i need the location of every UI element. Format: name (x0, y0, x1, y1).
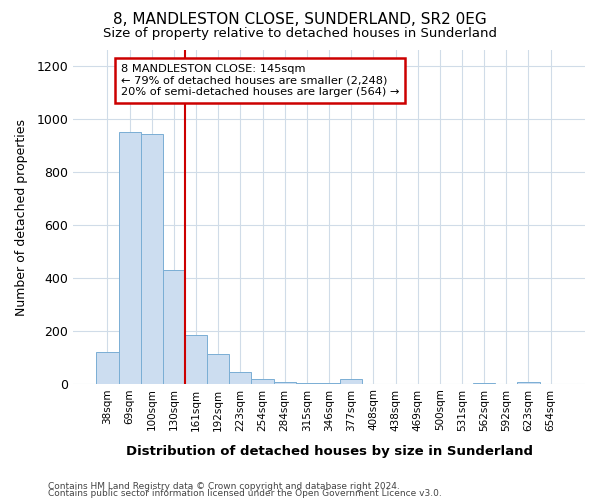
Bar (517, 382, 539, 384)
Text: Size of property relative to detached houses in Sunderland: Size of property relative to detached ho… (103, 28, 497, 40)
Bar (318, 383, 340, 384)
Text: Contains HM Land Registry data © Crown copyright and database right 2024.: Contains HM Land Registry data © Crown c… (48, 482, 400, 491)
Bar (340, 379, 362, 384)
Text: Contains public sector information licensed under the Open Government Licence v3: Contains public sector information licen… (48, 490, 442, 498)
Bar (473, 383, 495, 384)
Text: 8 MANDLESTON CLOSE: 145sqm
← 79% of detached houses are smaller (2,248)
20% of s: 8 MANDLESTON CLOSE: 145sqm ← 79% of deta… (121, 64, 400, 97)
Bar (229, 372, 251, 384)
Bar (207, 354, 229, 384)
Bar (274, 382, 296, 384)
Bar (251, 379, 274, 384)
Bar (140, 134, 163, 384)
Bar (296, 383, 318, 384)
Y-axis label: Number of detached properties: Number of detached properties (15, 118, 28, 316)
Bar (97, 352, 119, 384)
Bar (185, 335, 207, 384)
Bar (163, 270, 185, 384)
X-axis label: Distribution of detached houses by size in Sunderland: Distribution of detached houses by size … (125, 444, 533, 458)
Bar (119, 132, 140, 384)
Text: 8, MANDLESTON CLOSE, SUNDERLAND, SR2 0EG: 8, MANDLESTON CLOSE, SUNDERLAND, SR2 0EG (113, 12, 487, 28)
